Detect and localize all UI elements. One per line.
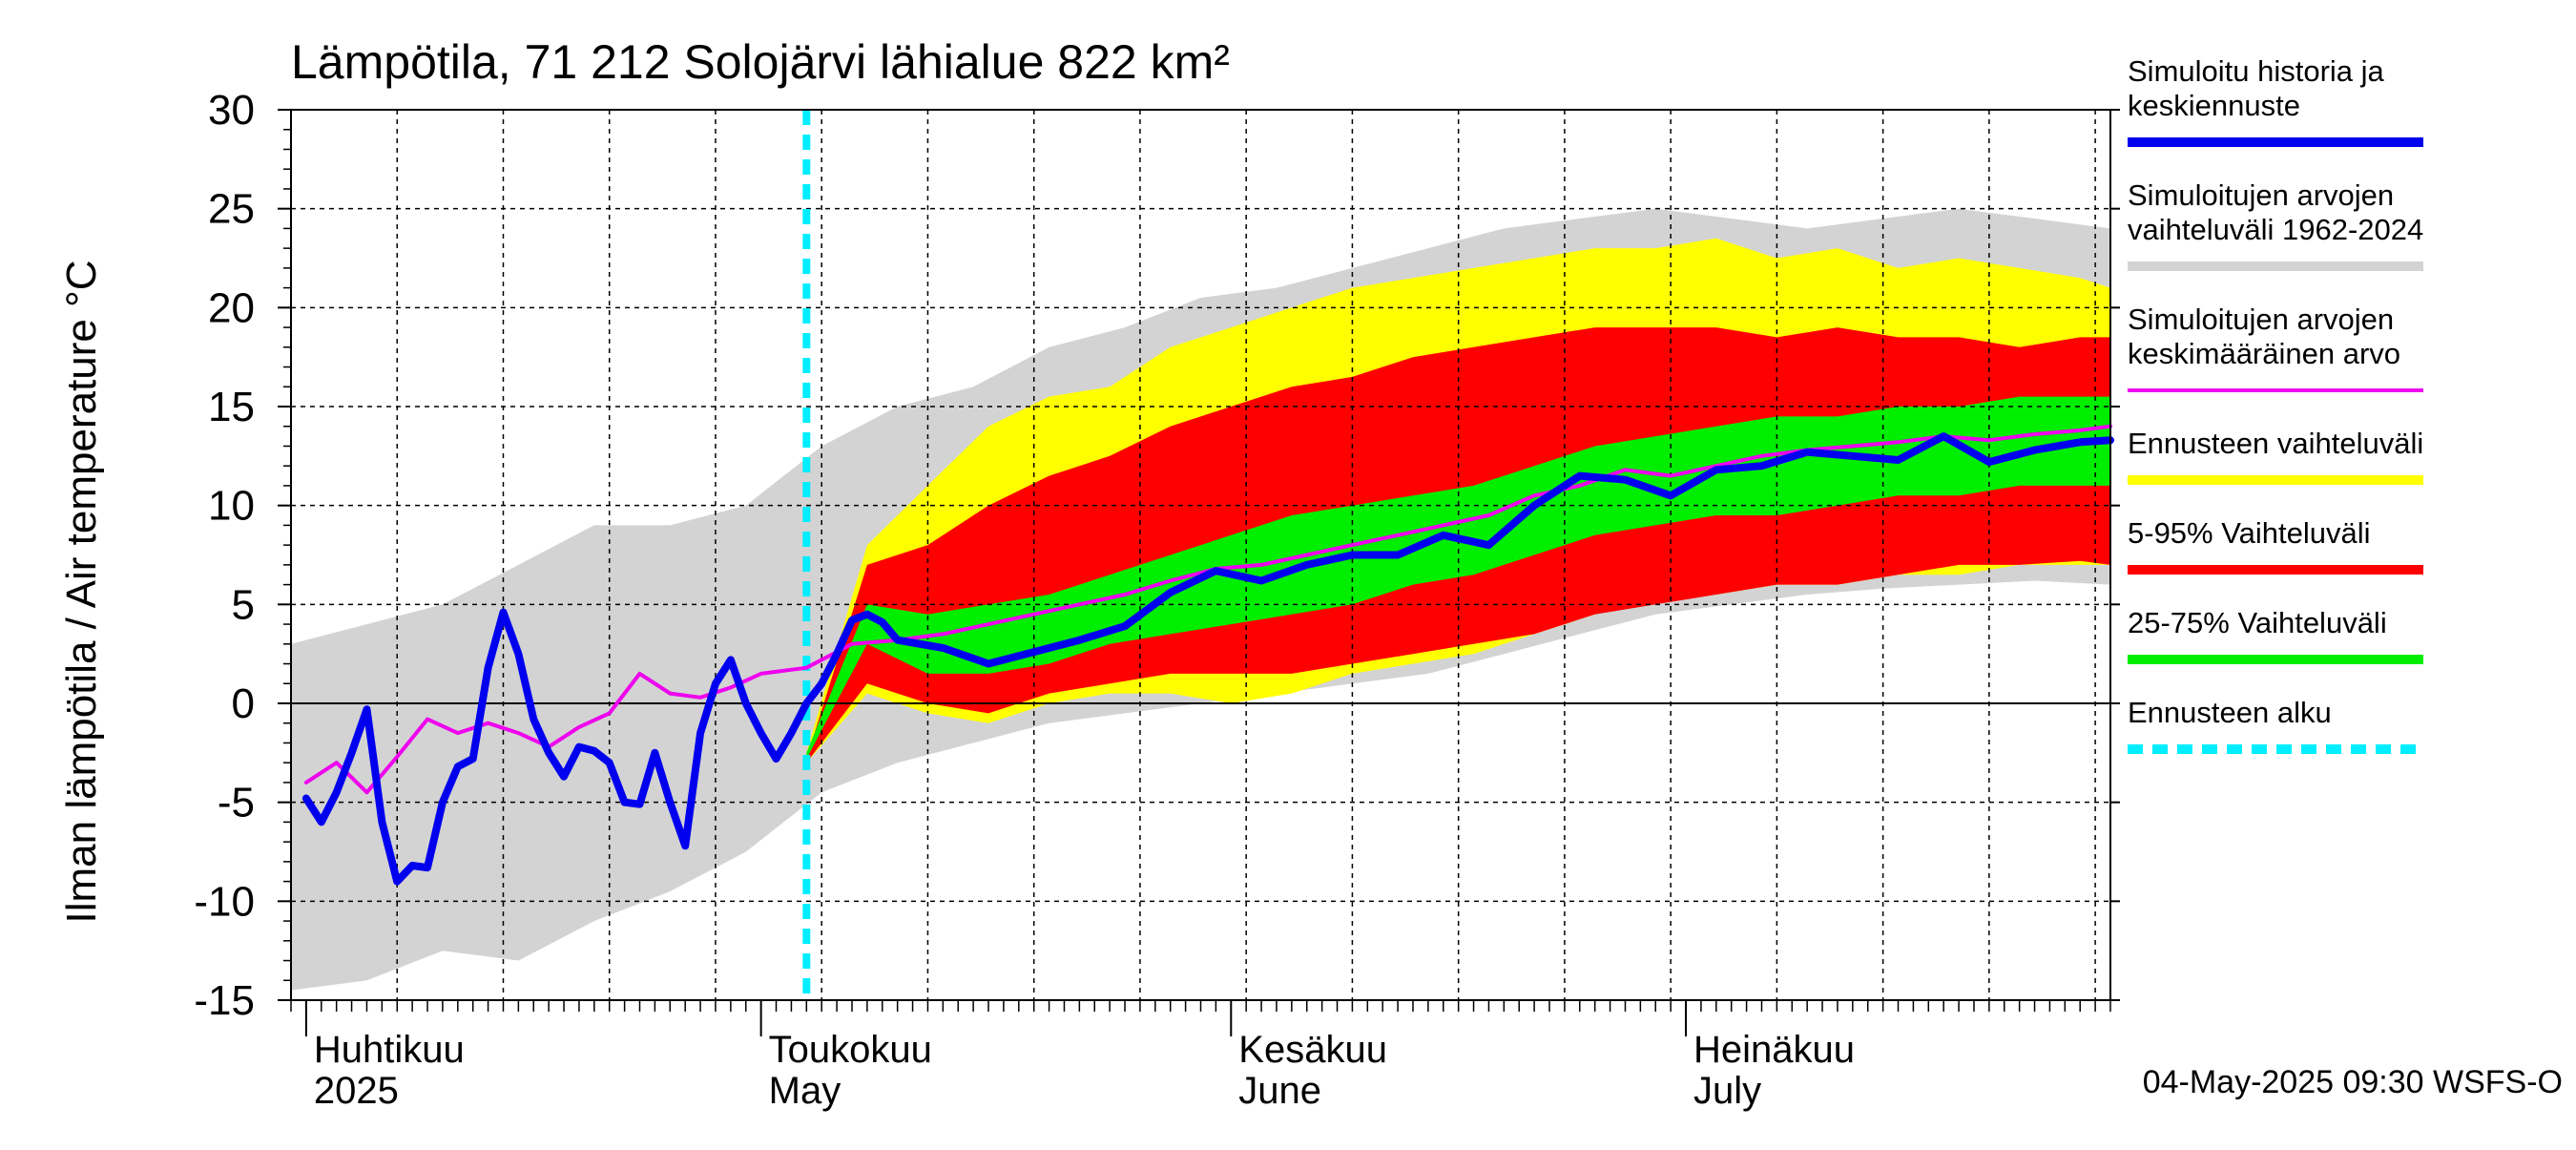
- x-month-label: Toukokuu: [769, 1029, 932, 1071]
- legend-label: 5-95% Vaihteluväli: [2128, 516, 2370, 550]
- y-tick-label: 30: [208, 87, 255, 134]
- y-tick-label: 10: [208, 483, 255, 530]
- bands-layer: [291, 208, 2110, 991]
- lines-layer: [301, 110, 2114, 1000]
- legend-label: keskimääräinen arvo: [2128, 337, 2400, 370]
- axes-layer: -15-10-5051015202530Huhtikuu2025Toukokuu…: [194, 87, 2120, 1112]
- legend-label: Simuloitujen arvojen: [2128, 178, 2394, 212]
- chart-title: Lämpötila, 71 212 Solojärvi lähialue 822…: [291, 35, 1230, 89]
- legend-label: 25-75% Vaihteluväli: [2128, 606, 2387, 639]
- series-line-2: [303, 424, 2112, 795]
- legend-label: Ennusteen alku: [2128, 696, 2332, 729]
- series-line-1: [301, 432, 2114, 886]
- x-month-label: Heinäkuu: [1693, 1029, 1855, 1071]
- y-tick-label: -5: [218, 780, 255, 826]
- y-tick-label: -15: [194, 977, 255, 1024]
- legend-label: Simuloitujen arvojen: [2128, 303, 2394, 336]
- grid-layer: [291, 110, 2110, 1000]
- x-month-label: Huhtikuu: [314, 1029, 465, 1071]
- x-month-label: Kesäkuu: [1238, 1029, 1387, 1071]
- y-tick-label: 0: [232, 680, 255, 727]
- x-month-sublabel: 2025: [314, 1070, 399, 1112]
- y-tick-label: 5: [232, 581, 255, 628]
- y-tick-label: 20: [208, 284, 255, 331]
- x-month-sublabel: May: [769, 1070, 841, 1112]
- legend-label: Ennusteen vaihteluväli: [2128, 427, 2423, 460]
- x-month-sublabel: July: [1693, 1070, 1761, 1112]
- y-tick-label: 25: [208, 186, 255, 233]
- y-tick-label: -10: [194, 878, 255, 925]
- timestamp-label: 04-May-2025 09:30 WSFS-O: [2143, 1064, 2563, 1100]
- legend-label: vaihteluväli 1962-2024: [2128, 213, 2423, 246]
- band-4: [806, 396, 2110, 760]
- y-axis-label: Ilman lämpötila / Air temperature °C: [58, 261, 105, 924]
- legend-label: Simuloitu historia ja: [2128, 54, 2385, 88]
- x-month-sublabel: June: [1238, 1070, 1321, 1112]
- legend-label: keskiennuste: [2128, 89, 2300, 122]
- y-tick-label: 15: [208, 384, 255, 430]
